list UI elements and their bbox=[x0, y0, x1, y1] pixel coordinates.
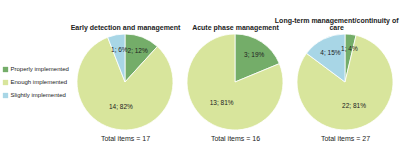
svg-text:13; 81%: 13; 81% bbox=[210, 99, 234, 106]
svg-text:22; 81%: 22; 81% bbox=[342, 102, 366, 109]
svg-text:Total items = 16: Total items = 16 bbox=[211, 135, 260, 142]
svg-text:1; 4%: 1; 4% bbox=[341, 45, 358, 52]
svg-text:14; 82%: 14; 82% bbox=[109, 103, 133, 110]
svg-text:1; 6%: 1; 6% bbox=[111, 46, 128, 53]
svg-text:Early detection and management: Early detection and management bbox=[71, 24, 181, 32]
svg-text:2; 12%: 2; 12% bbox=[128, 47, 148, 54]
svg-text:3; 19%: 3; 19% bbox=[244, 51, 264, 58]
svg-text:Total items = 27: Total items = 27 bbox=[321, 135, 370, 142]
svg-text:Long-term management/continuit: Long-term management/continuity ofcare bbox=[275, 17, 399, 31]
svg-text:Slightly implemented: Slightly implemented bbox=[11, 92, 66, 98]
svg-text:Enough implemented: Enough implemented bbox=[11, 79, 68, 85]
svg-text:Acute phase management: Acute phase management bbox=[192, 24, 279, 32]
svg-text:4; 15%: 4; 15% bbox=[320, 49, 340, 56]
svg-text:Properly implemented: Properly implemented bbox=[11, 66, 69, 72]
svg-text:Total items = 17: Total items = 17 bbox=[101, 135, 150, 142]
